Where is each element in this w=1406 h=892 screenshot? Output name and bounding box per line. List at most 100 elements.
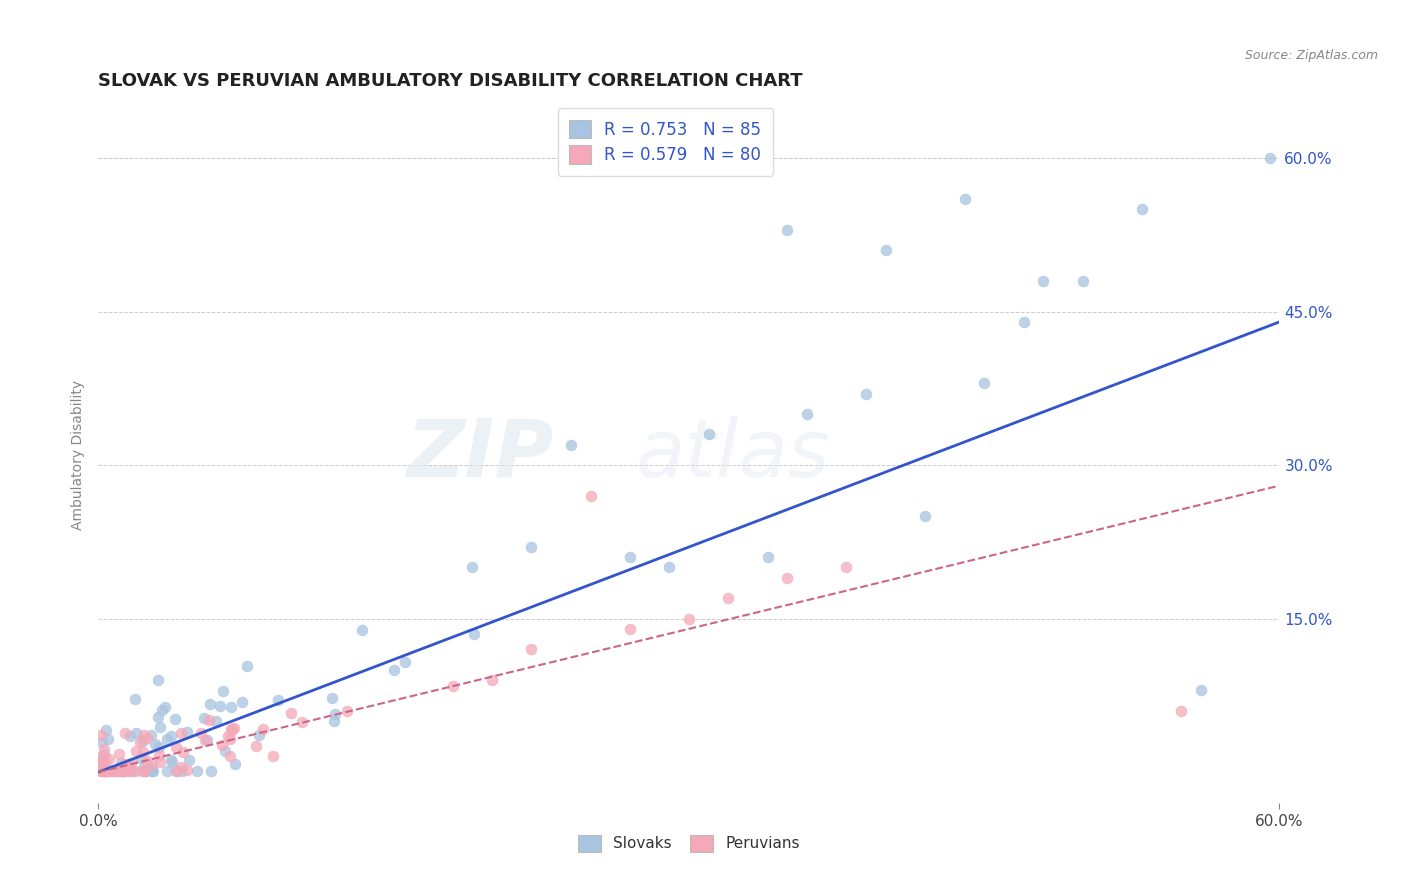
Point xyxy=(176,725,198,739)
Point xyxy=(107,764,129,778)
Point xyxy=(219,731,242,746)
Point xyxy=(114,726,136,740)
Point xyxy=(90,764,112,778)
Point xyxy=(1012,315,1035,329)
Point xyxy=(91,749,114,764)
Point xyxy=(101,764,124,778)
Point xyxy=(245,739,267,753)
Point xyxy=(291,715,314,730)
Point xyxy=(172,746,194,760)
Point xyxy=(93,764,115,778)
Point xyxy=(953,192,976,206)
Point xyxy=(124,764,146,778)
Legend: Slovaks, Peruvians: Slovaks, Peruvians xyxy=(572,829,806,858)
Text: Source: ZipAtlas.com: Source: ZipAtlas.com xyxy=(1244,49,1378,62)
Point xyxy=(875,244,897,258)
Point xyxy=(658,560,681,574)
Text: SLOVAK VS PERUVIAN AMBULATORY DISABILITY CORRELATION CHART: SLOVAK VS PERUVIAN AMBULATORY DISABILITY… xyxy=(98,72,803,90)
Point xyxy=(110,756,132,771)
Point xyxy=(177,753,200,767)
Point xyxy=(1071,274,1094,288)
Point xyxy=(156,731,179,746)
Point xyxy=(94,764,117,778)
Point xyxy=(90,756,112,771)
Point xyxy=(560,438,582,452)
Point xyxy=(94,764,117,778)
Point xyxy=(111,764,134,778)
Point xyxy=(105,764,128,778)
Point xyxy=(97,763,120,777)
Point xyxy=(141,756,163,771)
Point xyxy=(280,706,302,720)
Point xyxy=(135,731,157,745)
Point xyxy=(149,755,172,769)
Point xyxy=(134,728,156,742)
Point xyxy=(134,764,156,778)
Point xyxy=(124,726,146,740)
Point xyxy=(156,764,179,778)
Point xyxy=(96,764,118,778)
Point xyxy=(112,764,135,778)
Point xyxy=(382,663,405,677)
Point xyxy=(1170,704,1192,718)
Point xyxy=(193,711,215,725)
Point xyxy=(619,550,641,565)
Point xyxy=(266,693,288,707)
Point xyxy=(97,764,120,778)
Point xyxy=(90,728,112,742)
Point xyxy=(125,744,148,758)
Point xyxy=(93,747,115,761)
Text: ZIP: ZIP xyxy=(406,416,553,494)
Point xyxy=(149,721,172,735)
Point xyxy=(143,737,166,751)
Point xyxy=(114,760,136,774)
Point xyxy=(97,752,120,766)
Point xyxy=(89,756,111,771)
Point xyxy=(111,764,134,778)
Point xyxy=(132,733,155,747)
Point xyxy=(172,764,194,778)
Point xyxy=(120,729,142,743)
Point xyxy=(252,723,274,737)
Point xyxy=(117,764,139,778)
Point xyxy=(129,734,152,748)
Point xyxy=(1189,683,1212,698)
Point xyxy=(132,745,155,759)
Point xyxy=(163,713,186,727)
Point xyxy=(520,642,543,657)
Point xyxy=(186,764,208,778)
Point xyxy=(194,733,217,747)
Point xyxy=(176,763,198,777)
Point xyxy=(165,740,187,755)
Point xyxy=(195,733,218,747)
Point xyxy=(135,764,157,778)
Point xyxy=(141,764,163,778)
Point xyxy=(212,684,235,698)
Point xyxy=(136,754,159,768)
Point xyxy=(224,722,246,736)
Point xyxy=(146,673,169,687)
Point xyxy=(323,714,346,728)
Point xyxy=(190,725,212,739)
Point xyxy=(93,753,115,767)
Point xyxy=(247,728,270,742)
Point xyxy=(973,376,995,391)
Point xyxy=(321,691,343,706)
Point xyxy=(141,762,163,776)
Point xyxy=(96,763,118,777)
Point xyxy=(91,752,114,766)
Point xyxy=(131,764,153,778)
Point xyxy=(463,627,485,641)
Point xyxy=(94,764,117,778)
Point xyxy=(200,764,222,778)
Point xyxy=(124,692,146,706)
Point xyxy=(224,757,246,772)
Point xyxy=(120,756,142,770)
Text: atlas: atlas xyxy=(636,416,831,494)
Point xyxy=(441,679,464,693)
Point xyxy=(218,748,240,763)
Point xyxy=(198,714,221,728)
Point xyxy=(142,764,165,778)
Point xyxy=(132,760,155,774)
Point xyxy=(394,656,416,670)
